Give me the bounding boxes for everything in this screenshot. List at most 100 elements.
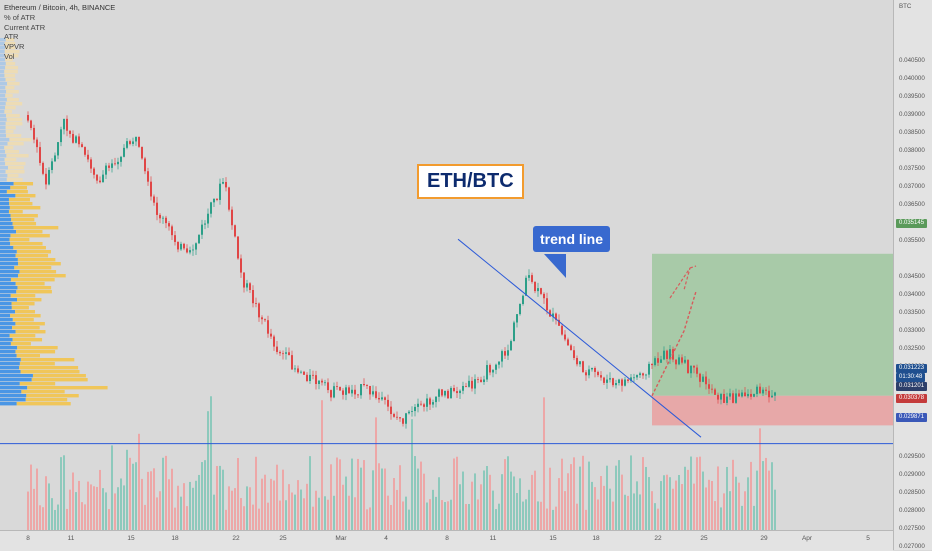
candle-body <box>258 303 260 318</box>
candle-body <box>708 384 710 389</box>
candle-body <box>654 358 656 366</box>
volume-bar <box>375 417 377 530</box>
volume-bar <box>210 396 212 530</box>
volume-profile-row <box>0 270 20 274</box>
candle-body <box>648 363 650 375</box>
volume-bar <box>390 504 392 530</box>
price-tick-label: 0.034000 <box>899 291 925 298</box>
candle-body <box>426 398 428 407</box>
volume-bar <box>498 503 500 530</box>
volume-profile-row <box>0 254 16 258</box>
volume-bar <box>93 486 95 530</box>
candle-body <box>351 389 353 394</box>
volume-profile-row <box>0 318 13 322</box>
entry-price-label: 0.031201 <box>896 382 928 391</box>
projection-path <box>651 291 697 397</box>
trend-line-callout[interactable]: trend line <box>533 226 611 252</box>
volume-bar <box>228 486 230 530</box>
candle-body <box>375 391 377 398</box>
candle-body <box>774 392 776 396</box>
candle-body <box>501 351 503 362</box>
price-tick-label: 0.033500 <box>899 309 925 316</box>
candle-body <box>378 397 380 400</box>
volume-bar <box>135 462 137 530</box>
volume-bar <box>192 487 194 530</box>
volume-profile-row <box>7 82 20 86</box>
candle-body <box>156 202 158 215</box>
candle-body <box>729 393 731 397</box>
volume-profile-row <box>0 138 10 142</box>
volume-bar <box>630 455 632 530</box>
volume-bar <box>117 487 119 530</box>
position-zones[interactable] <box>652 253 893 426</box>
candle-body <box>495 364 497 370</box>
price-tick-label: 0.032500 <box>899 345 925 352</box>
volume-bar <box>324 496 326 530</box>
indicator-current-atr[interactable]: Current ATR <box>4 22 46 32</box>
indicator-vpvr[interactable]: VPVR <box>4 42 25 52</box>
price-axis[interactable]: BTC 0.040500 0.040000 0.039500 0.039000 0.03… <box>893 0 932 550</box>
title-annotation[interactable]: ETH/BTC <box>417 164 524 199</box>
candle-body <box>588 369 590 376</box>
candle-body <box>192 249 194 251</box>
volume-profile-row <box>0 174 8 178</box>
chart-canvas[interactable] <box>0 0 893 530</box>
volume-profile-row <box>0 334 10 338</box>
volume-bar <box>30 464 32 530</box>
candle-body <box>183 243 185 249</box>
indicator-atr[interactable]: ATR <box>4 32 19 42</box>
volume-profile-row <box>11 306 29 310</box>
volume-profile-row <box>0 274 19 278</box>
volume-bar <box>747 477 749 530</box>
volume-bar <box>336 457 338 530</box>
volume-bar <box>303 498 305 530</box>
volume-profile-row <box>0 82 8 86</box>
candle-body <box>573 350 575 358</box>
profit-zone <box>652 253 893 396</box>
volume-bar <box>312 506 314 530</box>
volume-profile-row <box>0 218 12 222</box>
volume-bar <box>573 457 575 530</box>
time-axis[interactable] <box>0 530 893 551</box>
symbol-title[interactable]: Ethereum / Bitcoin, 4h, BINANCE <box>4 3 116 12</box>
time-tick-label: 5 <box>866 535 870 542</box>
candle-body <box>732 393 734 403</box>
candle-body <box>522 295 524 305</box>
volume-bar <box>741 505 743 530</box>
volume-bar <box>219 465 221 530</box>
candle-body <box>216 198 218 200</box>
candle-body <box>63 118 65 130</box>
price-tick-label: 0.037500 <box>899 165 925 172</box>
volume-bar <box>33 488 35 530</box>
candle-body <box>393 414 395 417</box>
volume-profile-row <box>4 70 18 74</box>
volume-profile-row <box>0 118 7 122</box>
volume-bar <box>579 466 581 530</box>
volume-profile-row <box>15 310 36 314</box>
candle-body <box>483 379 485 383</box>
candle-body <box>669 349 671 359</box>
volume-profile-row <box>0 158 5 162</box>
candle-body <box>486 365 488 380</box>
volume-bar <box>750 461 752 530</box>
volume-profile-row <box>4 146 14 150</box>
drawings[interactable] <box>0 238 893 445</box>
candle-body <box>606 379 608 383</box>
indicator-pct-atr[interactable]: % of ATR <box>4 12 36 22</box>
candle-body <box>354 389 356 395</box>
volume-profile-row <box>16 250 51 254</box>
candle-body <box>228 187 230 210</box>
candle-body <box>396 416 398 418</box>
candle-body <box>642 373 644 376</box>
candle-body <box>267 320 269 334</box>
volume-bar <box>768 470 770 530</box>
candle-body <box>261 317 263 320</box>
candle-body <box>363 384 365 386</box>
time-tick-label: 8 <box>445 535 449 542</box>
candle-body <box>612 378 614 386</box>
volume-bar <box>279 500 281 530</box>
volume-bar <box>57 504 59 530</box>
indicator-vol[interactable]: Vol <box>4 51 15 61</box>
volume-bar <box>318 497 320 530</box>
time-tick-label: 4 <box>384 535 388 542</box>
